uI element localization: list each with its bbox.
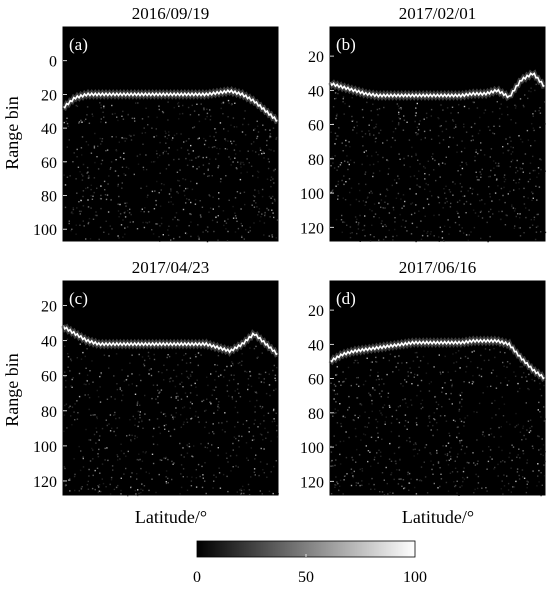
x-axis-label-left: Latitude/°	[135, 507, 207, 527]
noise-speckle	[330, 347, 546, 497]
panel-label: (c)	[69, 289, 88, 308]
y-tick-label: 60	[308, 118, 324, 135]
plot-area	[330, 281, 545, 495]
y-tick-label: 60	[41, 369, 57, 386]
plot-area	[63, 27, 278, 241]
y-tick-label: 100	[33, 222, 57, 239]
y-tick-label: 80	[41, 404, 57, 421]
y-tick-label: 80	[308, 406, 324, 423]
panel-title: 2017/02/01	[399, 4, 476, 23]
y-axis-label-top: Range bin	[2, 96, 22, 170]
y-tick-label: 100	[300, 440, 324, 457]
plot-frame	[62, 26, 279, 242]
y-tick-label: 40	[308, 337, 324, 354]
panel-title: 2016/09/19	[132, 4, 209, 23]
surface-echo-line	[62, 325, 279, 356]
y-tick-label: 80	[308, 152, 324, 169]
panel-b: 20 40 60 80 100 120 2017/02/01 (b)	[300, 4, 547, 243]
plot-frame	[329, 280, 546, 496]
panel-title: 2017/06/16	[399, 258, 476, 277]
y-tick-label: 100	[33, 439, 57, 456]
colorbar-tick-50: 50	[298, 569, 314, 586]
y-axis-label-bottom: Range bin	[2, 353, 22, 427]
y-tick-label: 20	[308, 49, 324, 66]
y-tick-label: 0	[49, 54, 57, 71]
noise-speckle	[63, 338, 279, 497]
panel-title: 2017/04/23	[132, 258, 209, 277]
colorbar-tick-100: 100	[403, 569, 427, 586]
noise-speckle	[63, 99, 279, 243]
y-tick-label: 100	[300, 186, 324, 203]
panel-c: 20 40 60 80 100 120 2017/04/23 (c)	[33, 258, 280, 497]
plot-area	[63, 281, 278, 495]
y-tick-label: 120	[300, 474, 324, 491]
y-tick-label: 20	[308, 303, 324, 320]
panel-d: 20 40 60 80 100 120 2017/06/16 (d)	[300, 258, 547, 497]
surface-echo-line	[62, 88, 279, 123]
plot-frame	[62, 280, 279, 496]
surface-echo-line	[329, 72, 546, 99]
y-tick-label: 80	[41, 189, 57, 206]
plot-area	[330, 27, 545, 241]
noise-speckle	[330, 83, 547, 243]
y-tick-label: 60	[41, 155, 57, 172]
colorbar-tick-0: 0	[193, 569, 201, 586]
y-tick-label: 20	[41, 299, 57, 316]
panel-label: (b)	[336, 35, 356, 54]
panel-label: (d)	[336, 289, 356, 308]
y-tick-label: 120	[33, 474, 57, 491]
y-tick-label: 40	[41, 121, 57, 138]
x-axis-label-right: Latitude/°	[402, 507, 474, 527]
y-tick-label: 60	[308, 372, 324, 389]
y-tick-label: 120	[300, 220, 324, 237]
y-tick-label: 20	[41, 87, 57, 104]
surface-echo-line	[329, 338, 546, 380]
y-tick-label: 40	[41, 334, 57, 351]
plot-frame	[329, 26, 546, 242]
y-tick-label: 40	[308, 83, 324, 100]
panel-label: (a)	[69, 35, 88, 54]
panel-a: 0 20 40 60 80 100 2016/09/19 (a)	[33, 4, 280, 243]
